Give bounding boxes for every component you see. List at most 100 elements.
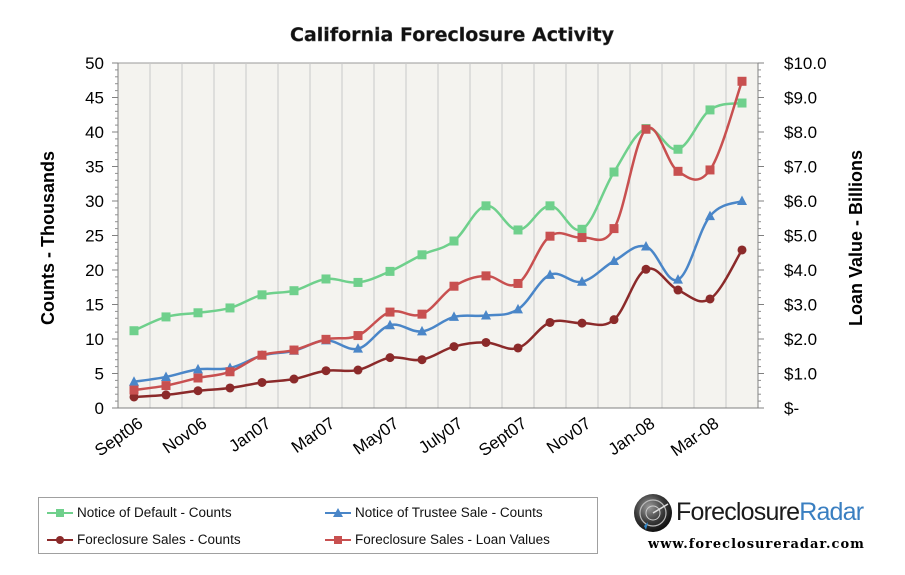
y-tick-label-left: 20 <box>85 261 104 280</box>
data-point <box>705 165 715 175</box>
data-point <box>641 241 651 251</box>
data-point <box>705 105 715 115</box>
data-point <box>577 318 587 328</box>
data-point <box>385 353 395 363</box>
data-point <box>641 264 651 274</box>
data-point <box>705 294 715 304</box>
x-tick-label: Sept07 <box>475 414 530 460</box>
data-point <box>129 392 139 402</box>
legend-marker-blue-triangle-icon <box>325 507 351 517</box>
data-point <box>417 309 427 319</box>
data-point <box>417 325 427 336</box>
y-tick-label-right: $6.0 <box>784 192 817 211</box>
data-point <box>385 307 395 317</box>
radar-dish-icon <box>634 494 672 532</box>
x-tick-label: Nov06 <box>159 414 210 458</box>
x-tick-label: Jan07 <box>225 414 274 456</box>
y-tick-label-left: 50 <box>85 54 104 73</box>
y-tick-label-right: $7.0 <box>784 158 817 177</box>
y-tick-label-left: 45 <box>85 89 104 108</box>
data-point <box>449 281 459 291</box>
data-point <box>737 245 747 255</box>
data-point <box>481 271 491 281</box>
data-point <box>193 363 203 374</box>
y-tick-label-left: 35 <box>85 158 104 177</box>
y-tick-label-right: $1.0 <box>784 365 817 384</box>
x-tick-label: July07 <box>415 414 466 458</box>
data-point <box>673 274 683 284</box>
legend-marker-green-square-icon <box>47 508 73 517</box>
brand-name-part1: Foreclosure <box>676 498 800 526</box>
series-foreclosure-sales-counts <box>129 245 747 402</box>
data-point <box>257 350 267 360</box>
series-group <box>129 76 747 402</box>
data-point <box>577 224 587 234</box>
y-tick-label-right: $9.0 <box>784 89 817 108</box>
y-axis-label-right: Loan Value - Billions <box>846 150 866 326</box>
data-point <box>673 285 683 295</box>
data-point <box>545 231 555 241</box>
data-point <box>641 124 651 134</box>
data-point <box>577 276 587 286</box>
brand-url: www.foreclosureradar.com <box>648 537 865 552</box>
data-point <box>545 269 555 279</box>
data-point <box>417 250 427 260</box>
line-chart: California Foreclosure Activity 0 5 10 15 20… <box>38 24 866 460</box>
y-tick-label-right: $5.0 <box>784 227 817 246</box>
y-tick-label-right: $3.0 <box>784 296 817 315</box>
data-point <box>193 308 203 318</box>
y-tick-label-right: $10.0 <box>784 54 827 73</box>
y-axis-label-left: Counts - Thousands <box>38 151 58 325</box>
data-point <box>161 312 171 322</box>
data-point <box>321 274 331 284</box>
data-point <box>225 367 235 377</box>
data-point <box>481 201 491 211</box>
legend-label: Foreclosure Sales - Counts <box>77 532 241 547</box>
data-point <box>385 319 395 330</box>
legend-label: Notice of Default - Counts <box>77 505 232 520</box>
y-tick-label-left: 15 <box>85 296 104 315</box>
foreclosure-radar-branding: ForeclosureRadar www.foreclosureradar.co… <box>630 488 900 568</box>
data-point <box>449 342 459 352</box>
legend-item-foreclosure-sales-counts: Foreclosure Sales - Counts <box>47 532 241 547</box>
x-tick-label: Mar07 <box>288 414 338 457</box>
data-point <box>129 326 139 336</box>
y-tick-label-right: $- <box>784 399 799 418</box>
chart-legend: Notice of Default - Counts Notice of Tru… <box>38 497 598 554</box>
brand-name-part2: Radar <box>799 498 864 526</box>
data-point <box>161 381 171 391</box>
data-point <box>385 266 395 276</box>
y-tick-label-left: 10 <box>85 330 104 349</box>
data-point <box>353 365 363 375</box>
data-point <box>609 167 619 177</box>
data-point <box>609 224 619 234</box>
data-point <box>129 385 139 395</box>
y-tick-label-left: 30 <box>85 192 104 211</box>
data-point <box>289 374 299 384</box>
chart-title: California Foreclosure Activity <box>290 24 615 46</box>
legend-marker-red-square-icon <box>325 535 351 544</box>
data-point <box>193 373 203 383</box>
data-point <box>481 310 491 320</box>
data-point <box>737 98 747 108</box>
data-point <box>609 315 619 325</box>
data-point <box>225 303 235 313</box>
data-point <box>449 311 459 321</box>
data-point <box>545 201 555 211</box>
grid-lines <box>149 63 727 408</box>
legend-label: Notice of Trustee Sale - Counts <box>355 505 543 520</box>
data-point <box>513 278 523 288</box>
data-point <box>353 277 363 287</box>
data-point <box>353 331 363 341</box>
data-point <box>193 386 203 396</box>
legend-label: Foreclosure Sales - Loan Values <box>355 532 550 547</box>
data-point <box>321 334 331 344</box>
y-tick-label-right: $2.0 <box>784 330 817 349</box>
y-tick-label-left: 5 <box>95 365 104 384</box>
y-tick-label-left: 40 <box>85 123 104 142</box>
data-point <box>737 76 747 86</box>
data-point <box>353 343 363 353</box>
legend-item-notice-of-trustee-sale: Notice of Trustee Sale - Counts <box>325 505 543 520</box>
data-point <box>225 383 235 393</box>
y-tick-label-right: $4.0 <box>784 261 817 280</box>
